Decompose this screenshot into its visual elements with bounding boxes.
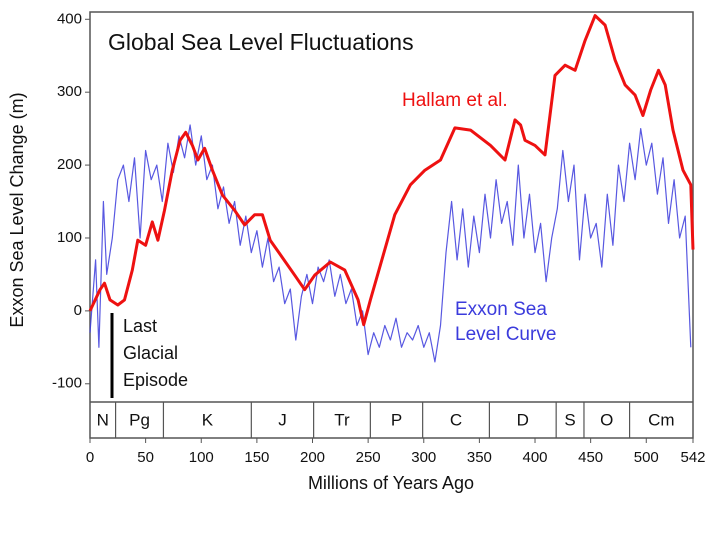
chart-title: Global Sea Level Fluctuations — [108, 29, 414, 55]
x-tick-label: 450 — [578, 449, 603, 466]
series-line — [88, 14, 695, 327]
period-label: C — [450, 410, 462, 429]
period-label: P — [391, 410, 402, 429]
y-tick-label: 200 — [57, 156, 82, 173]
period-label: J — [278, 410, 287, 429]
x-tick-label: 200 — [300, 449, 325, 466]
period-label: N — [97, 410, 109, 429]
x-axis-label: Millions of Years Ago — [308, 473, 474, 493]
annotation: Episode — [123, 370, 188, 390]
y-tick-label: 400 — [57, 10, 82, 27]
series-label: Level Curve — [455, 324, 556, 345]
x-tick-label: 300 — [411, 449, 436, 466]
period-label: D — [517, 410, 529, 429]
period-label: Tr — [334, 410, 350, 429]
y-tick-label: 0 — [74, 302, 82, 319]
x-tick-label: 350 — [467, 449, 492, 466]
y-tick-label: 100 — [57, 229, 82, 246]
period-label: O — [600, 410, 613, 429]
period-label: S — [564, 410, 575, 429]
series-line — [89, 124, 692, 363]
x-tick-label: 542 — [680, 449, 705, 466]
y-axis-label: Exxon Sea Level Change (m) — [7, 92, 27, 327]
x-tick-label: 50 — [137, 449, 154, 466]
period-label: K — [202, 410, 214, 429]
x-tick-label: 100 — [189, 449, 214, 466]
annotation: Glacial — [123, 343, 178, 363]
annotation: Last — [123, 316, 157, 336]
x-tick-label: 400 — [523, 449, 548, 466]
y-tick-label: -100 — [52, 375, 82, 392]
series-label: Hallam et al. — [402, 90, 508, 111]
x-tick-label: 150 — [244, 449, 269, 466]
series-label: Exxon Sea — [455, 299, 547, 320]
x-tick-label: 250 — [356, 449, 381, 466]
period-label: Pg — [129, 410, 150, 429]
x-tick-label: 500 — [634, 449, 659, 466]
period-label: Cm — [648, 410, 674, 429]
x-tick-label: 0 — [86, 449, 94, 466]
y-tick-label: 300 — [57, 83, 82, 100]
